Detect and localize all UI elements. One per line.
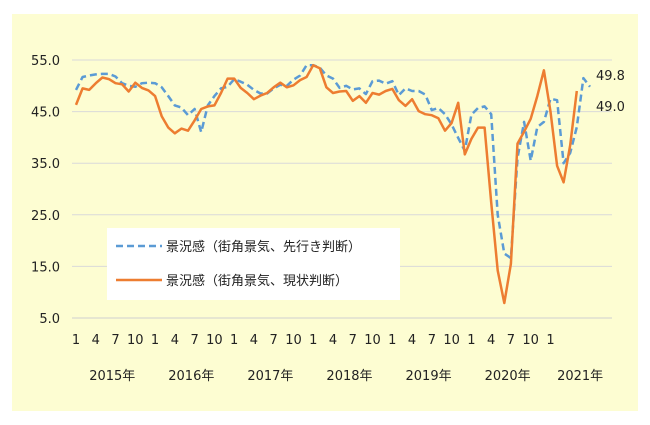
x-tick-label: 10 (443, 333, 460, 348)
year-label: 2019年 (406, 369, 452, 384)
x-tick-label: 4 (408, 333, 416, 348)
series-line-current (74, 63, 579, 305)
grid-lines (72, 59, 612, 267)
y-tick-label: 25.0 (31, 209, 60, 224)
x-tick-label: 7 (349, 333, 357, 348)
x-tick-label: 10 (285, 333, 302, 348)
y-tick-label: 55.0 (31, 54, 60, 69)
year-label: 2021年 (557, 369, 603, 384)
x-axis-month-labels: 1 4 7 10 1 4 7 10 1 4 7 10 1 4 7 10 1 4 7 10 1 4 7 10 1 (72, 333, 555, 348)
x-tick-label: 7 (190, 333, 198, 348)
x-axis-year-labels: 2015年 2016年 2017年 2018年 2019年 2020年 2021年 (89, 369, 603, 384)
x-tick-label: 1 (230, 333, 238, 348)
year-label: 2016年 (168, 369, 214, 384)
y-tick-label: 15.0 (31, 260, 60, 275)
y-tick-label: 45.0 (31, 106, 60, 121)
x-tick-label: 4 (92, 333, 100, 348)
line-chart: 5.015.025.035.045.055.0 1 4 7 10 1 4 7 10 1 4 7 10 1… (31, 54, 625, 384)
y-tick-label: 5.0 (39, 312, 60, 327)
x-tick-label: 1 (546, 333, 554, 348)
x-tick-label: 7 (111, 333, 119, 348)
x-tick-label: 1 (151, 333, 159, 348)
series-line-outlook (74, 63, 591, 260)
x-tick-label: 1 (72, 333, 80, 348)
x-tick-label: 4 (329, 333, 337, 348)
x-tick-label: 1 (388, 333, 396, 348)
x-tick-label: 4 (487, 333, 495, 348)
x-tick-label: 10 (522, 333, 539, 348)
legend: 景況感（街角景気、先行き判断） 景況感（街角景気、現状判断） (107, 228, 400, 300)
x-tick-label: 4 (250, 333, 258, 348)
x-tick-label: 7 (507, 333, 515, 348)
chart-panel: 5.0 15.0 25.0 35.0 45.0 55.0 1 4 7 10 1 4 7 10 1 4 7 10 1… (12, 14, 638, 411)
x-tick-label: 1 (309, 333, 317, 348)
x-tick-label: 4 (171, 333, 179, 348)
year-label: 2015年 (89, 369, 135, 384)
legend-label-outlook: 景況感（街角景気、先行き判断） (166, 239, 361, 255)
x-tick-label: 7 (428, 333, 436, 348)
x-tick-label: 1 (467, 333, 475, 348)
x-tick-label: 7 (270, 333, 278, 348)
series-lines (74, 63, 591, 305)
year-label: 2017年 (247, 369, 293, 384)
x-tick-label: 10 (364, 333, 381, 348)
end-label-current: 49.0 (596, 100, 625, 115)
year-label: 2018年 (326, 369, 372, 384)
x-tick-label: 10 (127, 333, 144, 348)
y-axis-tick-labels: 5.0 15.0 25.0 35.0 45.0 55.0 (31, 54, 60, 327)
legend-label-current: 景況感（街角景気、現状判断） (166, 273, 348, 289)
legend-box (107, 228, 400, 300)
year-label: 2020年 (485, 369, 531, 384)
end-label-outlook: 49.8 (596, 69, 625, 84)
y-tick-label: 35.0 (31, 157, 60, 172)
x-tick-label: 10 (206, 333, 223, 348)
